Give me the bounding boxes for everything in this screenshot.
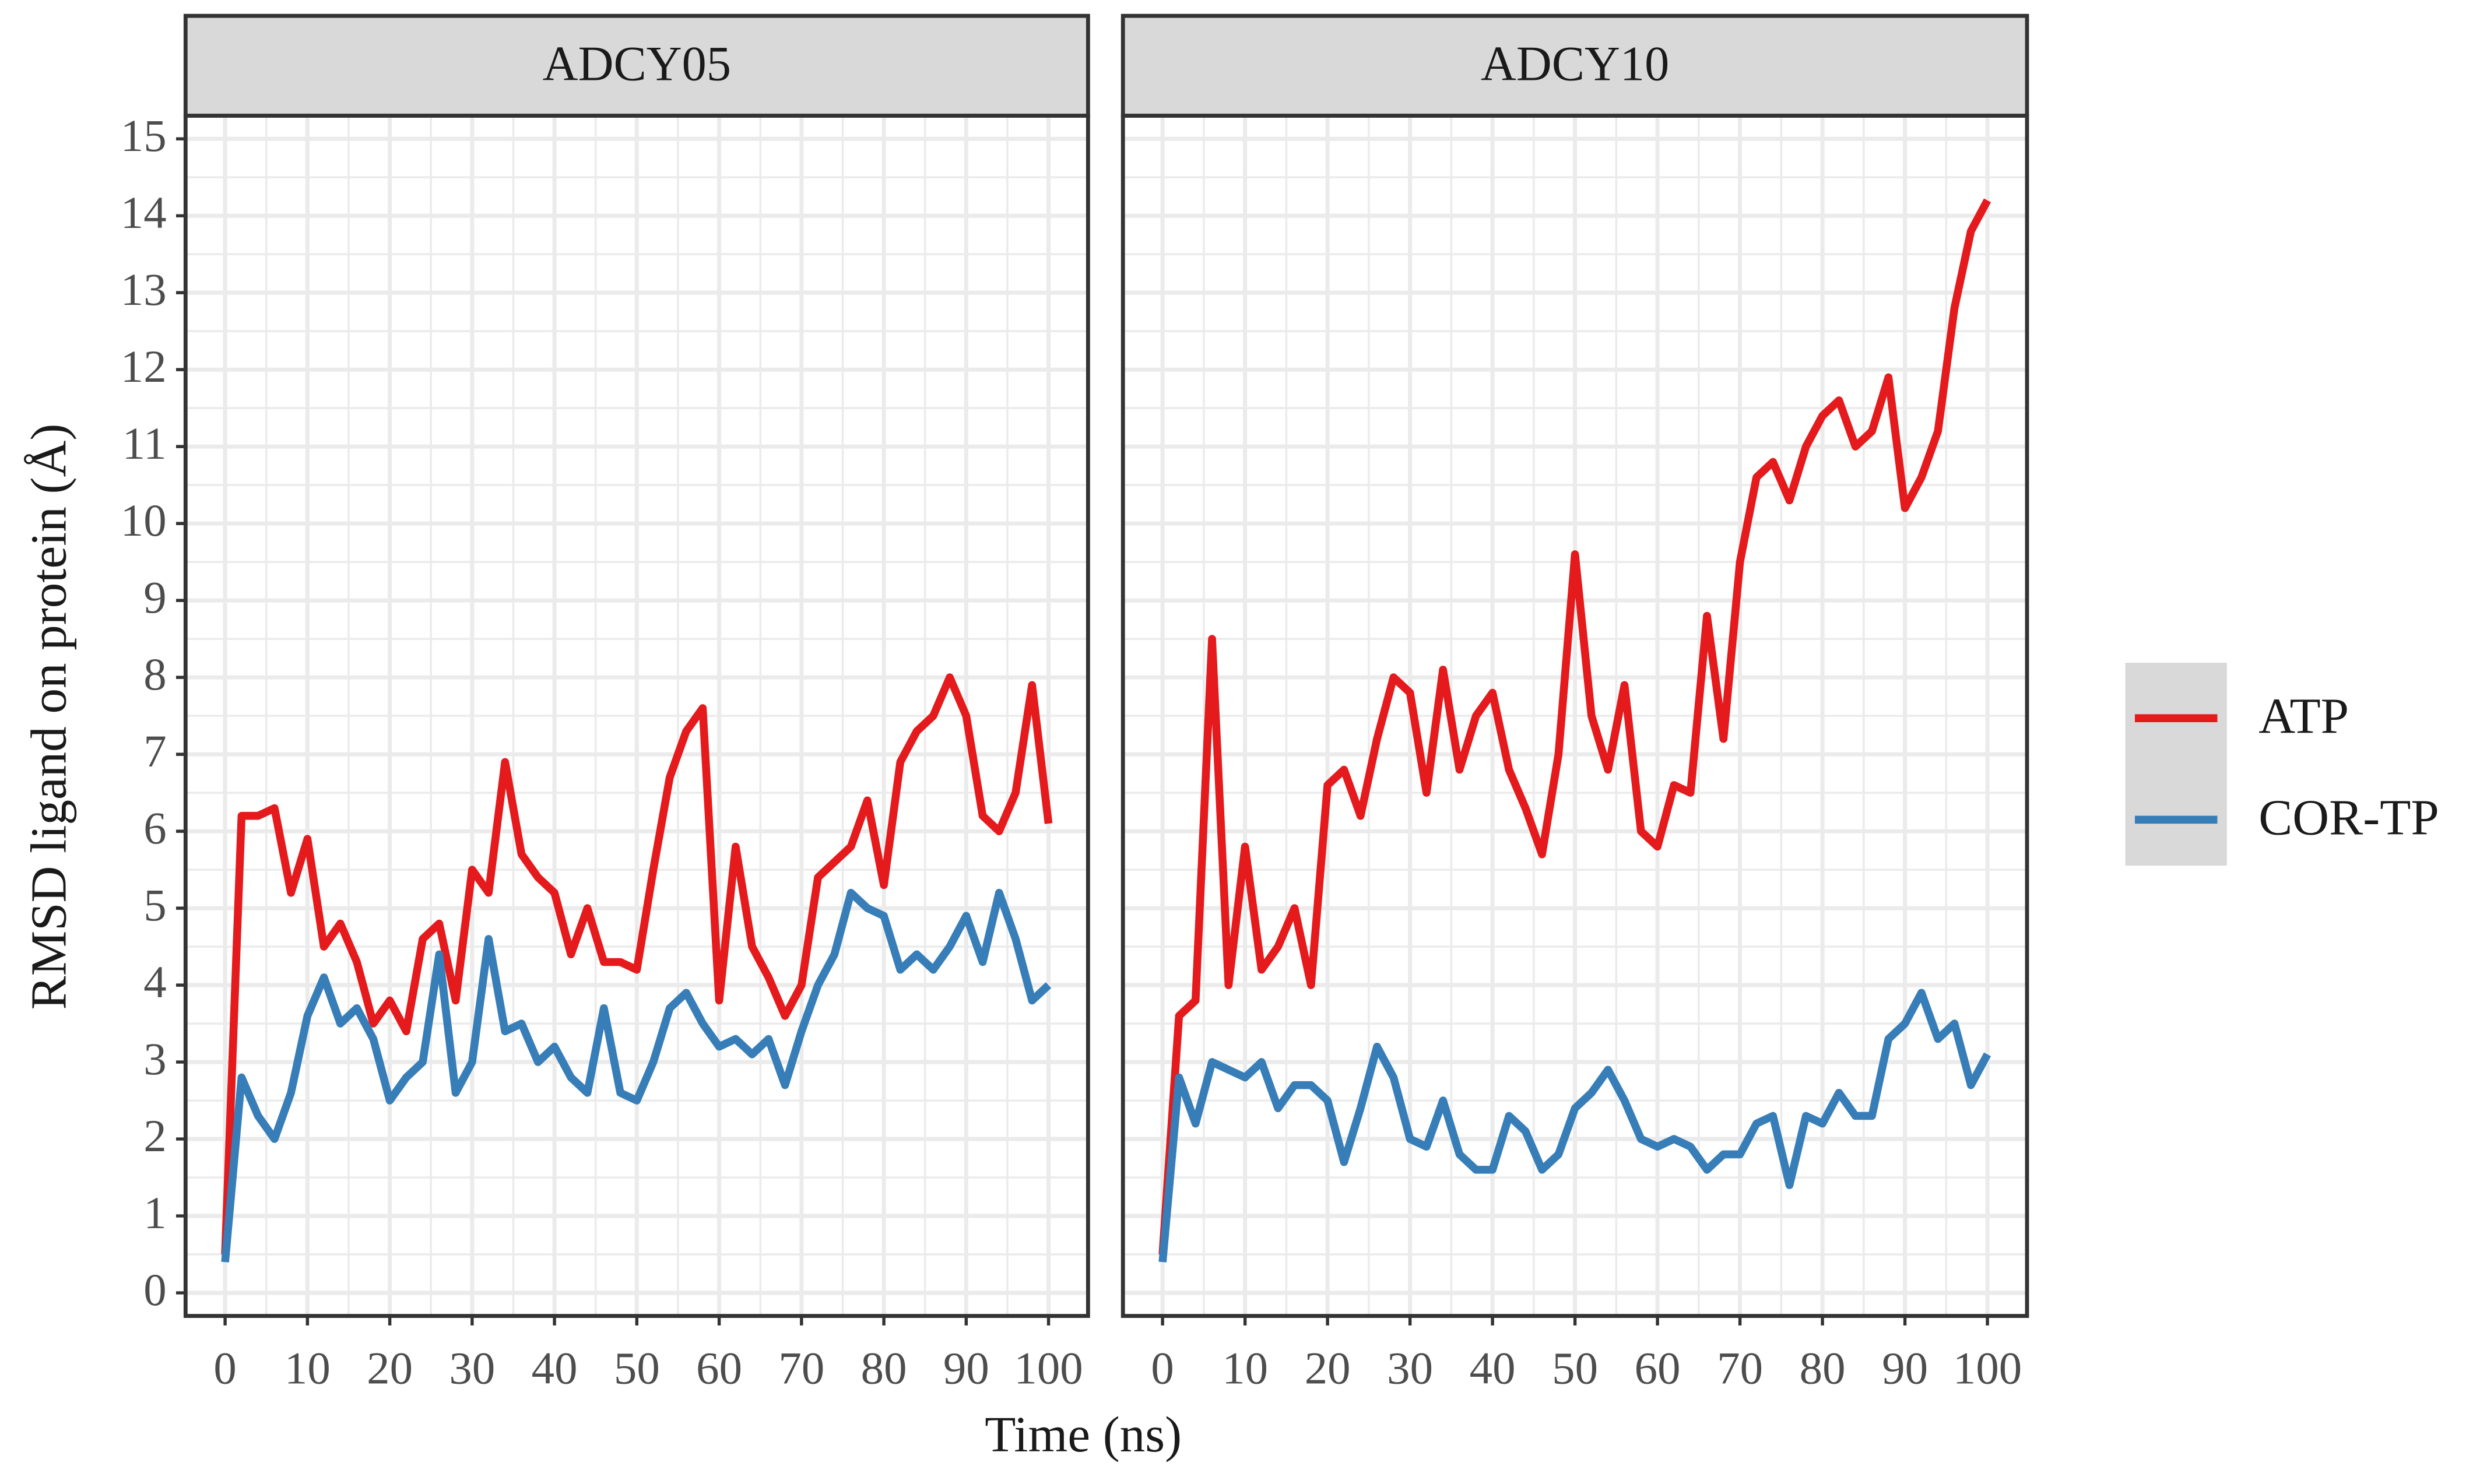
x-tick-label: 50 (1552, 1344, 1598, 1394)
y-tick-label: 9 (143, 572, 166, 623)
y-tick-label: 13 (121, 265, 167, 315)
y-tick-label: 2 (143, 1111, 166, 1162)
x-tick-label: 10 (284, 1344, 331, 1394)
x-tick-label: 40 (532, 1344, 578, 1394)
series-line: ATP (1158, 198, 1991, 1255)
x-tick-label: 90 (943, 1344, 989, 1394)
x-tick-label: 30 (449, 1344, 495, 1394)
legend-label: ATP (2258, 688, 2349, 744)
facet-strip (183, 13, 1090, 118)
x-tick-label: 100 (1953, 1344, 2022, 1394)
x-tick-label: 20 (1305, 1344, 1351, 1394)
y-axis-title: RMSD ligand on protein (Å) (20, 424, 76, 1010)
y-tick-label: 6 (143, 803, 166, 854)
x-tick-label: 80 (861, 1344, 907, 1394)
y-tick-label: 7 (143, 726, 166, 777)
y-tick-label: 5 (143, 880, 166, 931)
x-tick-label: 0 (1151, 1344, 1174, 1394)
x-tick-label: 40 (1470, 1344, 1516, 1394)
x-tick-label: 10 (1222, 1344, 1268, 1394)
series-line: COR-TP (1158, 989, 1991, 1263)
panel-border (1120, 114, 2029, 1318)
y-tick-label: 12 (121, 342, 167, 392)
x-axis-title: Time (ns) (985, 1406, 1182, 1462)
y-tick-label: 3 (143, 1034, 166, 1085)
x-tick-label: 20 (367, 1344, 413, 1394)
y-tick-label: 1 (143, 1188, 166, 1239)
x-tick-label: 70 (1717, 1344, 1763, 1394)
x-tick-label: 30 (1387, 1344, 1433, 1394)
series-line: COR-TP (221, 888, 1052, 1263)
legend-key-box (2125, 662, 2227, 866)
facet-title: ADCY05 (543, 37, 731, 92)
x-tick-label: 90 (1882, 1344, 1928, 1394)
x-tick-label: 0 (213, 1344, 236, 1394)
legend-label: COR-TP (2258, 789, 2439, 846)
y-tick-label: 4 (143, 957, 166, 1008)
y-tick-label: 15 (121, 111, 167, 161)
x-tick-label: 50 (614, 1344, 660, 1394)
x-tick-label: 100 (1014, 1344, 1083, 1394)
x-tick-label: 70 (778, 1344, 824, 1394)
facet-title: ADCY10 (1481, 37, 1669, 92)
series-line: ATP (221, 673, 1053, 1255)
panel-border (183, 114, 1090, 1318)
y-tick-label: 8 (143, 649, 166, 700)
facet-strip (1120, 13, 2029, 118)
y-tick-label: 14 (121, 188, 167, 238)
y-tick-label: 10 (121, 495, 167, 546)
y-tick-label: 0 (143, 1265, 166, 1316)
x-tick-label: 60 (1635, 1344, 1681, 1394)
x-tick-label: 80 (1800, 1344, 1846, 1394)
x-tick-label: 60 (696, 1344, 742, 1394)
y-tick-label: 11 (122, 419, 167, 469)
